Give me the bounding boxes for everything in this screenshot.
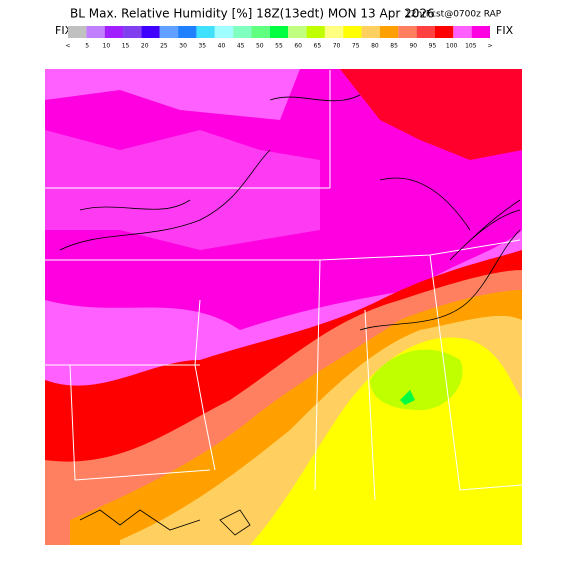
color-legend: <5 10 15 20 25 30 35 40 45 50 55 60 65 70 75 80 85 90 95 10…	[65, 26, 493, 50]
legend-tick-label: 30	[179, 43, 187, 50]
legend-tick-label: >	[487, 43, 492, 50]
map	[45, 69, 523, 545]
legend-tick-label: 25	[160, 43, 168, 50]
legend-swatch	[68, 26, 87, 38]
legend-tick-label: 35	[198, 43, 206, 50]
legend-swatch	[141, 26, 160, 38]
legend-tick-label: 105	[465, 43, 477, 50]
legend-tick-label: 100	[446, 43, 458, 50]
legend-tick-label: 70	[333, 43, 341, 50]
legend-swatch	[398, 26, 417, 38]
legend-tick-label: 95	[429, 43, 437, 50]
legend-swatch	[214, 26, 234, 38]
legend-tick-label: 20	[141, 43, 149, 50]
legend-swatch	[324, 26, 344, 38]
legend-swatch	[453, 26, 472, 38]
legend-swatch	[178, 26, 197, 38]
legend-swatch	[159, 26, 179, 38]
legend-tick-label: 65	[314, 43, 322, 50]
legend-swatch	[233, 26, 252, 38]
legend-tick-label: 90	[409, 43, 417, 50]
legend-swatch	[251, 26, 270, 38]
legend-tick-label: 45	[237, 43, 245, 50]
legend-swatch	[288, 26, 307, 38]
legend-tick-label: 85	[390, 43, 398, 50]
title: BL Max. Relative Humidity [%] 18Z(13edt)…	[70, 7, 435, 21]
legend-tick-label: 60	[294, 43, 302, 50]
legend-swatch	[86, 26, 105, 38]
legend-tick-label: 80	[371, 43, 379, 50]
legend-swatch	[104, 26, 124, 38]
legend-swatch	[196, 26, 215, 38]
legend-swatch	[471, 26, 490, 38]
legend-swatch	[306, 26, 325, 38]
legend-tick-label: 75	[352, 43, 360, 50]
legend-tick-label: 50	[256, 43, 264, 50]
legend-tick-label: 5	[85, 43, 89, 50]
legend-swatch	[343, 26, 362, 38]
legend-tick-label: 55	[275, 43, 283, 50]
legend-swatch	[123, 26, 142, 38]
legend-tick-label: 15	[122, 43, 130, 50]
legend-tick-label: 10	[103, 43, 111, 50]
legend-swatch	[361, 26, 380, 38]
legend-right-label: FIX	[496, 24, 514, 37]
subtitle: 12hrFcst@0700z RAP	[405, 10, 502, 20]
legend-tick-label: <	[65, 43, 70, 50]
legend-swatch	[434, 26, 454, 38]
legend-swatch	[416, 26, 435, 38]
legend-swatch	[269, 26, 289, 38]
legend-tick-label: 40	[218, 43, 226, 50]
legend-swatch	[379, 26, 399, 38]
